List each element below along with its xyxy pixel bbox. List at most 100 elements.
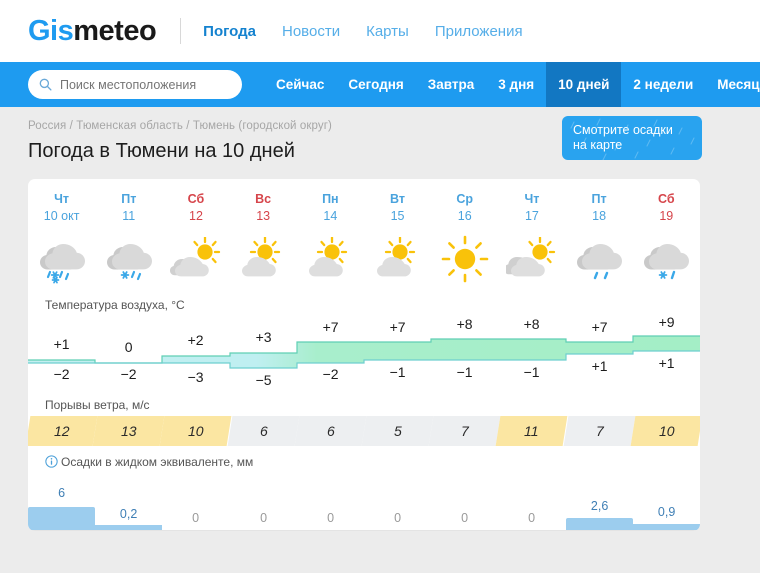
search-icon (39, 78, 52, 91)
info-icon[interactable] (45, 455, 58, 468)
weather-icon-cell (364, 229, 431, 289)
wind-cell: 10 (630, 416, 700, 446)
header-divider (180, 18, 182, 44)
temp-high: 0 (124, 339, 133, 355)
period-tabs: Сейчас Сегодня Завтра 3 дня 10 дней 2 не… (264, 62, 760, 107)
cloud-rain-snow-icon (39, 244, 85, 284)
day-header[interactable]: Пт 18 (566, 192, 633, 223)
rain-texture-icon (570, 118, 695, 160)
tab-zavtra[interactable]: Завтра (427, 77, 475, 92)
day-weekday: Чт (524, 192, 540, 206)
day-header[interactable]: Ср 16 (431, 192, 498, 223)
wind-cell: 10 (159, 416, 232, 446)
temp-low: −1 (523, 364, 540, 380)
precipitation-bar (633, 524, 700, 530)
temp-low: +1 (658, 355, 675, 371)
tab-3-dnya[interactable]: 3 дня (498, 77, 535, 92)
day-header[interactable]: Сб 12 (162, 192, 229, 223)
tab-seychas[interactable]: Сейчас (276, 77, 325, 92)
precipitation-section-label: Осадки в жидком эквиваленте, мм (28, 446, 700, 469)
wind-cell: 11 (495, 416, 568, 446)
precipitation-value: 0 (327, 511, 335, 525)
search-box[interactable] (28, 70, 242, 99)
temp-high: +7 (591, 319, 608, 335)
search-input[interactable] (60, 77, 230, 92)
tab-2-nedeli[interactable]: 2 недели (633, 77, 694, 92)
day-header-row: Чт 10 окт Пт 11 Сб 12 Вс 13 Пн 14 Вт 15 (28, 179, 700, 223)
weather-icon-cell (297, 229, 364, 289)
tab-segodnya[interactable]: Сегодня (348, 77, 404, 92)
wind-value: 13 (120, 423, 137, 439)
view-precipitation-map-button[interactable]: Смотрите осадки на карте (562, 116, 702, 160)
day-date: 12 (189, 209, 203, 223)
day-weekday: Вт (390, 192, 406, 206)
cloud-rain-icon (577, 244, 623, 280)
wind-value: 10 (187, 423, 204, 439)
forecast-card: Чт 10 окт Пт 11 Сб 12 Вс 13 Пн 14 Вт 15 (28, 179, 700, 531)
tab-mesyats[interactable]: Месяц (717, 77, 760, 92)
wind-gust-row: 12 13 10 6 6 5 7 11 7 10 (28, 416, 700, 446)
day-date: 10 окт (43, 209, 80, 223)
day-weekday: Сб (187, 192, 205, 206)
wind-cell: 6 (227, 416, 300, 446)
cloud-rain-snow-icon (644, 244, 690, 280)
weather-icon-cell (633, 229, 700, 289)
nav-item-pogoda[interactable]: Погода (203, 22, 256, 40)
temp-low: +1 (591, 358, 608, 374)
weather-icon-cell (162, 229, 229, 289)
day-date: 16 (457, 209, 472, 223)
sun-cloud-icon (169, 237, 221, 277)
day-header[interactable]: Пн 14 (297, 192, 364, 223)
temp-low: −1 (456, 364, 473, 380)
precipitation-value: 6 (58, 486, 66, 500)
temperature-chart: +1 0 +2 +3 +7 +7 +8 +8 +7 +9 −2 −2 −3 −5… (28, 314, 700, 389)
day-weekday: Ср (456, 192, 474, 206)
precipitation-value: 0 (260, 511, 268, 525)
wind-cell: 7 (563, 416, 636, 446)
day-header[interactable]: Вс 13 (230, 192, 297, 223)
day-date: 17 (524, 209, 539, 223)
wind-section-label: Порывы ветра, м/с (45, 398, 150, 412)
breadcrumb[interactable]: Россия / Тюменская область / Тюмень (гор… (28, 120, 332, 132)
day-header[interactable]: Чт 17 (498, 192, 565, 223)
wind-cell: 7 (428, 416, 501, 446)
wind-cell: 13 (92, 416, 165, 446)
precipitation-label-text: Осадки в жидком эквиваленте, мм (61, 455, 254, 469)
weather-icon-cell (431, 229, 498, 289)
day-date: 15 (390, 209, 405, 223)
temp-high: +7 (322, 319, 339, 335)
wind-cell: 5 (361, 416, 434, 446)
weather-icon-row (28, 229, 700, 289)
tab-10-dney[interactable]: 10 дней (546, 62, 622, 107)
day-header[interactable]: Сб 19 (633, 192, 700, 223)
page-title: Погода в Тюмени на 10 дней (28, 140, 295, 162)
temp-high: +9 (658, 314, 675, 330)
cloud-rain-snow-icon (106, 244, 152, 281)
temp-low: −1 (389, 364, 406, 380)
sun-icon (441, 235, 489, 283)
nav-item-prilozheniya[interactable]: Приложения (434, 22, 523, 40)
nav-item-karty[interactable]: Карты (366, 22, 409, 40)
precipitation-value: 0 (192, 511, 200, 525)
temperature-band-svg (28, 335, 700, 369)
precipitation-bar (28, 507, 95, 530)
precipitation-value: 0,9 (657, 505, 676, 519)
weather-icon-cell (28, 229, 95, 289)
temp-high: +3 (255, 329, 272, 345)
wind-value: 5 (393, 423, 402, 439)
wind-value: 12 (53, 423, 70, 439)
precipitation-chart: 6 0,2 0 0 0 0 0 0 2,6 0,9 (28, 469, 700, 531)
nav-item-novosti[interactable]: Новости (282, 22, 341, 40)
precipitation-value: 0 (528, 511, 536, 525)
temp-high: +8 (456, 316, 473, 332)
day-header[interactable]: Вт 15 (364, 192, 431, 223)
temp-high: +7 (389, 319, 406, 335)
day-header[interactable]: Чт 10 окт (28, 192, 95, 223)
temp-low: −2 (322, 366, 339, 382)
day-date: 19 (659, 209, 674, 223)
site-logo[interactable]: Gismeteo (28, 15, 157, 48)
day-header[interactable]: Пт 11 (95, 192, 162, 223)
weather-icon-cell (230, 229, 297, 289)
temp-high: +1 (53, 336, 70, 352)
day-weekday: Пт (591, 192, 607, 206)
